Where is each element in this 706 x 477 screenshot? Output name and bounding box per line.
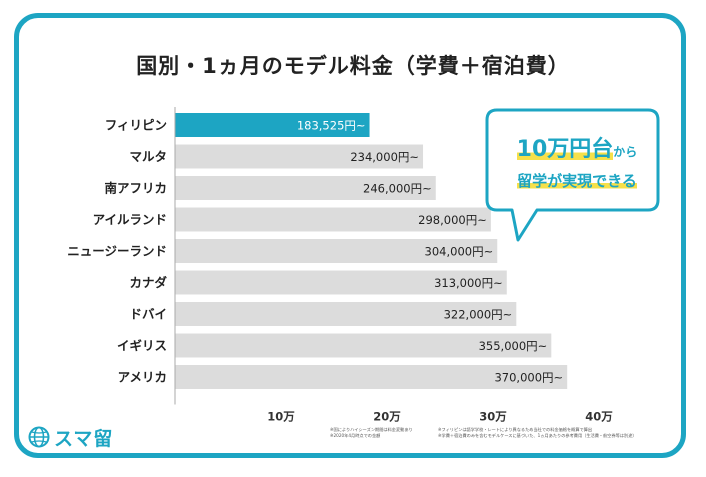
category-label: アイルランド <box>93 212 167 227</box>
value-label: 234,000円~ <box>350 150 419 164</box>
category-label: アメリカ <box>118 370 167 385</box>
value-label: 298,000円~ <box>418 213 487 227</box>
chart-title: 国別・1ヵ月のモデル料金（学費＋宿泊費） <box>136 54 570 78</box>
callout-line2-text: 留学が実現できる <box>517 172 637 190</box>
value-label: 304,000円~ <box>425 245 494 259</box>
footnotes-left: ※国によりハイシーズン期間は料金変動あり ※2020年4月時点での金額 <box>330 427 413 439</box>
logo: スマ留 <box>28 424 113 450</box>
value-label: 370,000円~ <box>494 371 563 385</box>
category-label: 南アフリカ <box>104 181 167 196</box>
category-label: マルタ <box>129 149 167 164</box>
value-label: 246,000円~ <box>363 182 432 196</box>
bar-6 <box>175 302 517 326</box>
category-label: イギリス <box>117 338 167 353</box>
category-label: ニュージーランド <box>67 244 167 259</box>
x-tick-label: 10万 <box>267 410 295 424</box>
bar-7 <box>175 333 552 358</box>
value-label: 183,525円~ <box>297 119 366 133</box>
callout-headline: 10万円台から <box>497 131 657 163</box>
bar-2 <box>175 176 436 200</box>
logo-text: スマ留 <box>54 427 114 450</box>
x-tick-label: 20万 <box>373 410 401 424</box>
bar-3 <box>175 207 491 232</box>
footnote: ※学費＋宿泊費のみを含むモデルケースに基づいた、1ヵ月あたりの参考費用（生活費・… <box>438 433 637 438</box>
x-tick-label: 30万 <box>479 410 507 424</box>
footnote: ※国によりハイシーズン期間は料金変動あり <box>330 427 413 432</box>
callout-amount: 10万円台 <box>516 137 614 162</box>
bar-8 <box>175 365 568 389</box>
x-tick-label: 40万 <box>585 410 613 424</box>
footnote: ※2020年4月時点での金額 <box>330 433 381 438</box>
category-label: カナダ <box>129 275 167 290</box>
category-label: ドバイ <box>129 307 167 322</box>
globe-icon <box>28 426 50 448</box>
bar-0 <box>175 113 370 137</box>
value-label: 313,000円~ <box>434 276 503 290</box>
bar-1 <box>175 144 424 169</box>
footnotes-right: ※フィリピンは語学学校・レートにより異なるため当社での料金価格を概算で算出 ※学… <box>438 427 637 439</box>
value-label: 355,000円~ <box>479 339 548 353</box>
callout-line2: 留学が実現できる <box>497 170 657 191</box>
footnote: ※フィリピンは語学学校・レートにより異なるため当社での料金価格を概算で算出 <box>438 427 593 432</box>
bar-5 <box>175 270 507 295</box>
category-label: フィリピン <box>105 118 167 133</box>
bar-4 <box>175 239 498 263</box>
callout-from: から <box>613 145 638 159</box>
value-label: 322,000円~ <box>444 308 513 322</box>
